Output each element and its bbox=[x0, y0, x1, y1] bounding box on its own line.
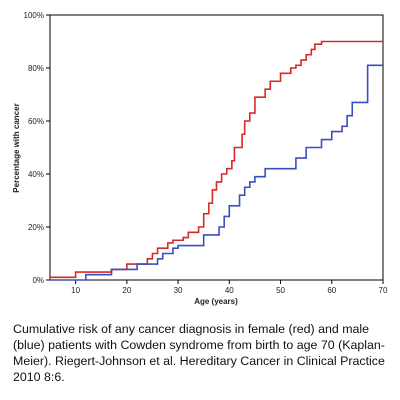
x-tick-label: 10 bbox=[71, 286, 80, 295]
x-axis-ticks: 10 20 30 40 50 60 70 bbox=[71, 280, 388, 295]
series-line-blue bbox=[50, 64, 383, 281]
y-tick-label: 60% bbox=[28, 117, 44, 126]
x-tick-label: 30 bbox=[174, 286, 183, 295]
x-tick-label: 60 bbox=[327, 286, 336, 295]
x-tick-label: 50 bbox=[276, 286, 285, 295]
y-tick-label: 100% bbox=[24, 11, 44, 20]
x-tick-label: 40 bbox=[225, 286, 234, 295]
series-layer bbox=[49, 40, 383, 281]
y-axis-label: Percentage with cancer bbox=[12, 103, 21, 192]
x-tick-label: 70 bbox=[379, 286, 388, 295]
x-axis-label: Age (years) bbox=[194, 297, 238, 306]
plot-frame bbox=[49, 14, 384, 281]
series-line-red bbox=[49, 40, 383, 280]
y-tick-label: 40% bbox=[28, 170, 44, 179]
x-tick-label: 20 bbox=[122, 286, 131, 295]
km-chart: 0% 20% 40% 60% 80% 100% 10 20 30 40 50 60 70 Percen… bbox=[12, 11, 388, 306]
y-tick-label: 0% bbox=[32, 276, 44, 285]
y-tick-label: 80% bbox=[28, 64, 44, 73]
figure-caption: Cumulative risk of any cancer diagnosis … bbox=[13, 322, 385, 384]
y-axis-ticks: 0% 20% 40% 60% 80% 100% bbox=[24, 11, 50, 285]
y-tick-label: 20% bbox=[28, 223, 44, 232]
